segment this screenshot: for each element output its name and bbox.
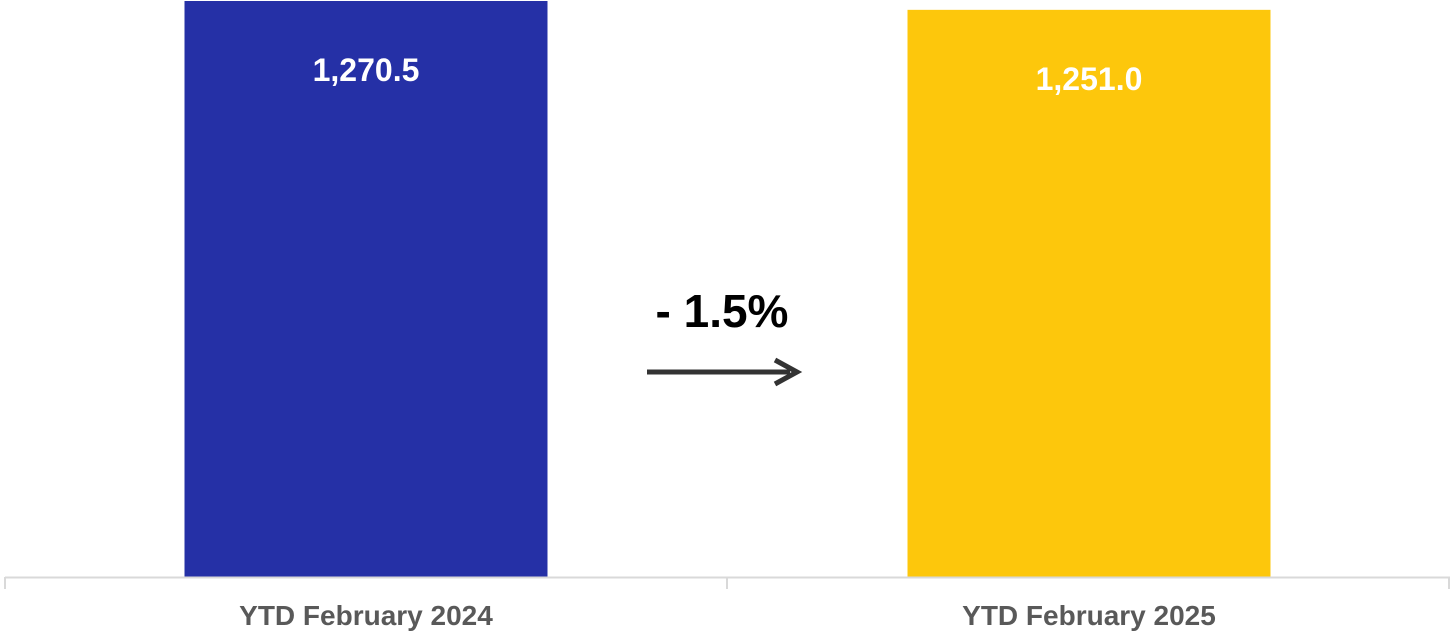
x-axis: [4, 576, 1450, 589]
bar-value-label: 1,251.0: [1036, 61, 1143, 97]
change-annotation: - 1.5%: [647, 285, 803, 387]
bar-2: [907, 9, 1271, 577]
arrow-head-icon: [773, 357, 803, 387]
category-label: YTD February 2025: [962, 600, 1216, 631]
change-percent-label: - 1.5%: [656, 285, 789, 337]
bar-1: [184, 1, 548, 577]
category-label: YTD February 2024: [239, 600, 493, 631]
bar-value-label: 1,270.5: [313, 52, 420, 88]
bars-group: [184, 1, 1271, 577]
labels-group: 1,270.5 YTD February 2024 1,251.0 YTD Febru…: [239, 52, 1216, 631]
